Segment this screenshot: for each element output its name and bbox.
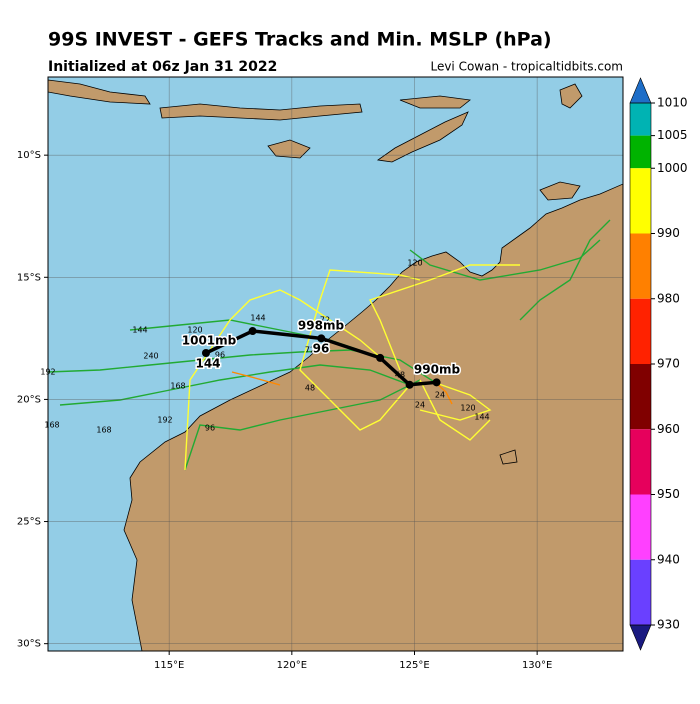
pressure-label: 998mb xyxy=(298,319,345,333)
hour-label: 120 xyxy=(460,404,475,413)
sumba xyxy=(267,139,311,159)
map-frame xyxy=(47,76,624,652)
colorbar-tick-label: 990 xyxy=(657,226,680,240)
ensemble-track xyxy=(231,371,281,386)
mean-track-point xyxy=(376,353,385,362)
hour-label: 96 xyxy=(215,351,225,360)
pressure-label: 990mb xyxy=(414,363,461,377)
colorbar-segment xyxy=(630,135,651,169)
hour-label: 96 xyxy=(205,424,215,433)
colorbar-tick-label: 960 xyxy=(657,422,680,436)
y-tick-label: 15°S xyxy=(17,272,41,283)
mean-track-point xyxy=(432,378,441,387)
mean-track xyxy=(205,329,437,387)
grid-layer xyxy=(48,77,623,651)
hour-label: 168 xyxy=(170,382,185,391)
hour-label: 144 xyxy=(132,326,147,335)
y-tick-label: 25°S xyxy=(17,517,41,528)
colorbar-under xyxy=(629,624,652,651)
ensemble-track xyxy=(369,264,520,371)
credit: Levi Cowan - tropicaltidbits.com xyxy=(430,60,623,74)
tanimbar xyxy=(559,83,583,109)
y-tick-label: 20°S xyxy=(17,394,41,405)
ensemble-track xyxy=(435,382,453,405)
colorbar-segment xyxy=(630,298,651,364)
mean-track-point xyxy=(201,349,210,358)
y-tick-label: 10°S xyxy=(17,150,41,161)
colorbar-segment xyxy=(630,103,651,136)
colorbar-tick-label: 950 xyxy=(657,487,680,501)
colorbar-segment xyxy=(630,494,651,560)
colorbar-segment xyxy=(630,364,651,430)
hour-label: 168 xyxy=(96,426,111,435)
groote-island xyxy=(499,449,518,465)
hour-label: 48 xyxy=(305,384,315,393)
hour-label: 120 xyxy=(187,326,202,335)
x-tick-label: 130°E xyxy=(522,660,552,671)
pressure-label: 96 xyxy=(313,342,330,356)
hour-label: 72 xyxy=(320,316,330,325)
melville-island xyxy=(539,181,581,201)
colorbar-segment xyxy=(630,168,651,234)
hour-label: 192 xyxy=(157,416,172,425)
hour-label: 72 xyxy=(305,346,315,355)
colorbar-segment xyxy=(630,233,651,299)
colorbar-segment xyxy=(630,429,651,495)
lesser-sunda xyxy=(48,79,151,105)
ensemble-track xyxy=(409,239,601,281)
hour-label: 240 xyxy=(143,352,158,361)
hour-label: 120 xyxy=(407,259,422,268)
hour-label: 24 xyxy=(415,401,425,410)
colorbar-tick-label: 970 xyxy=(657,357,680,371)
ensemble-track xyxy=(419,382,492,421)
x-tick-label: 125°E xyxy=(399,660,429,671)
wetar xyxy=(399,95,471,109)
colorbar-tick-label: 1005 xyxy=(657,128,688,142)
colorbar-tick-label: 980 xyxy=(657,291,680,305)
ensemble-track xyxy=(519,219,611,321)
colorbar-tick-label: 1010 xyxy=(657,96,688,110)
pressure-label: 144 xyxy=(195,357,220,371)
flores xyxy=(159,103,363,121)
ensemble-track xyxy=(184,289,381,471)
pressure-label: 1001mb xyxy=(182,334,237,348)
land-layer xyxy=(48,79,623,651)
colorbar-over xyxy=(629,77,652,104)
hour-label: 168 xyxy=(44,421,59,430)
y-tick-label: 30°S xyxy=(17,639,41,650)
subtitle: Initialized at 06z Jan 31 2022 xyxy=(48,59,277,75)
ensemble-track xyxy=(419,379,491,441)
timor xyxy=(376,111,469,163)
x-tick-label: 115°E xyxy=(154,660,184,671)
ensemble-track xyxy=(299,269,421,431)
hour-label: 24 xyxy=(435,391,445,400)
mean-track-point xyxy=(317,334,326,343)
ensemble-track xyxy=(184,379,421,471)
colorbar-tick-label: 1000 xyxy=(657,161,688,175)
colorbar-tick-label: 940 xyxy=(657,552,680,566)
mean-track-point xyxy=(405,380,414,389)
title: 99S INVEST - GEFS Tracks and Min. MSLP (… xyxy=(48,29,552,51)
hour-label: 144 xyxy=(474,413,489,422)
colorbar-tick-label: 930 xyxy=(657,618,680,632)
colorbar-segment xyxy=(630,559,651,625)
mean-track-point xyxy=(248,327,257,336)
hour-label: 144 xyxy=(250,314,265,323)
x-tick-label: 120°E xyxy=(277,660,307,671)
